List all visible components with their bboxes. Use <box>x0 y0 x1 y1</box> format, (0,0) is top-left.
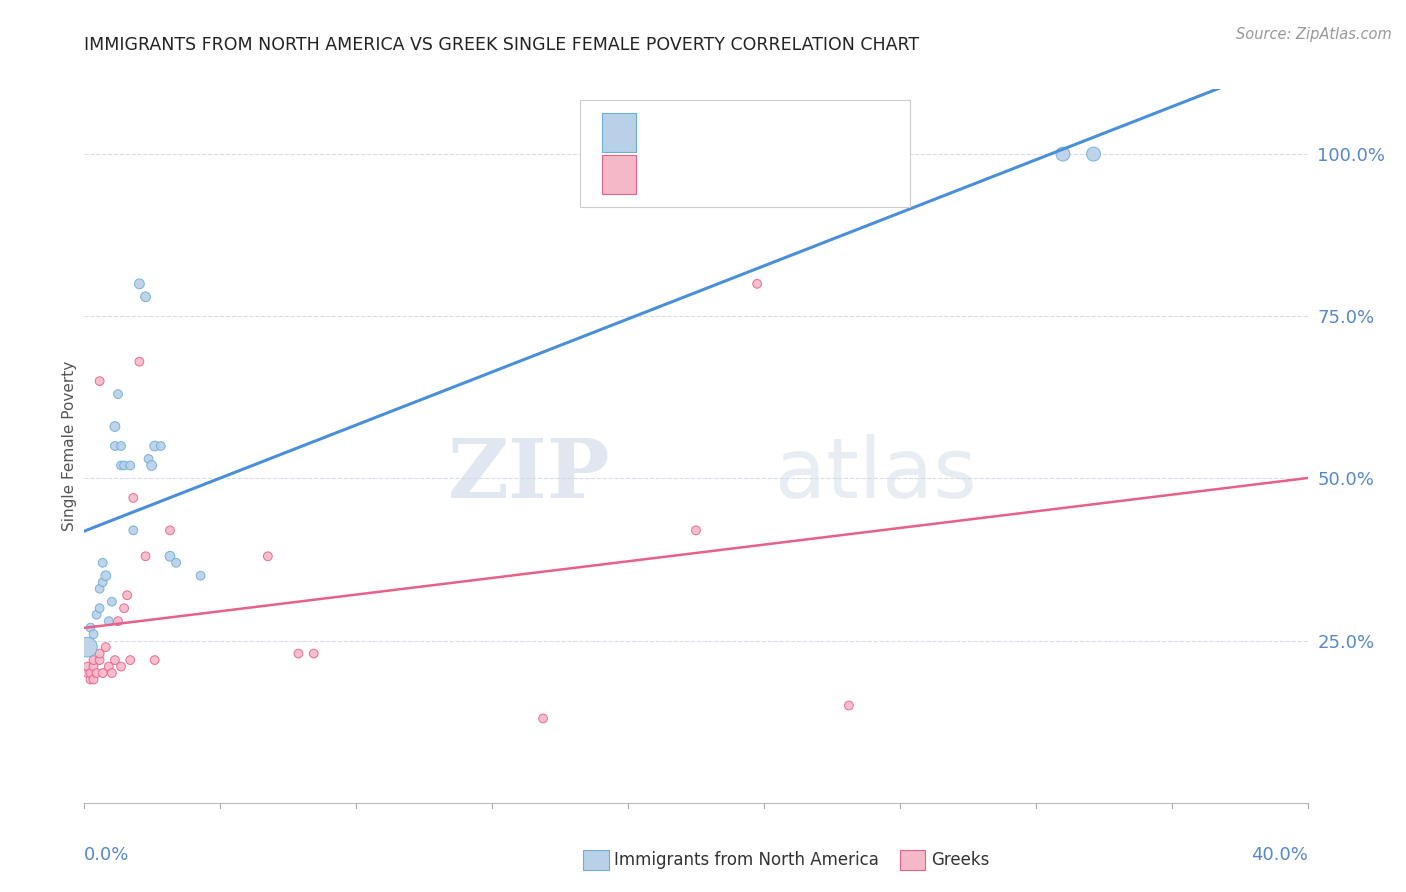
Point <box>112 458 135 473</box>
Text: atlas: atlas <box>776 434 977 515</box>
Point <box>120 458 142 473</box>
Point <box>110 659 132 673</box>
Text: IMMIGRANTS FROM NORTH AMERICA VS GREEK SINGLE FEMALE POVERTY CORRELATION CHART: IMMIGRANTS FROM NORTH AMERICA VS GREEK S… <box>84 36 920 54</box>
Point <box>531 711 554 725</box>
Point <box>101 595 124 609</box>
Point <box>143 653 166 667</box>
Point <box>110 458 132 473</box>
Point <box>107 387 129 401</box>
Text: Source: ZipAtlas.com: Source: ZipAtlas.com <box>1236 27 1392 42</box>
Point <box>83 673 105 687</box>
Point <box>1083 147 1105 161</box>
Point <box>97 614 120 628</box>
Text: Greeks: Greeks <box>931 851 990 869</box>
Point <box>122 524 145 538</box>
Point <box>83 653 105 667</box>
Point <box>97 659 120 673</box>
Point <box>91 666 114 681</box>
Point <box>104 653 127 667</box>
Point <box>94 568 117 582</box>
Point <box>91 556 114 570</box>
Text: ZIP: ZIP <box>447 434 610 515</box>
Point <box>1052 147 1074 161</box>
Point <box>128 277 150 291</box>
Point <box>128 354 150 368</box>
Text: 0.0%: 0.0% <box>84 846 129 863</box>
Point <box>141 458 163 473</box>
Point <box>104 419 127 434</box>
Point <box>107 614 129 628</box>
Point <box>138 452 160 467</box>
FancyBboxPatch shape <box>602 155 636 194</box>
Point <box>110 439 132 453</box>
Point <box>120 653 142 667</box>
Point <box>302 647 325 661</box>
Point <box>76 640 98 654</box>
Point <box>89 601 111 615</box>
Point <box>287 647 309 661</box>
Point <box>101 666 124 681</box>
Point <box>83 627 105 641</box>
Point <box>190 568 212 582</box>
Point <box>79 621 101 635</box>
Point <box>685 524 707 538</box>
Point <box>89 653 111 667</box>
Y-axis label: Single Female Poverty: Single Female Poverty <box>62 361 77 531</box>
Point <box>135 290 157 304</box>
Point <box>91 575 114 590</box>
Point <box>86 666 108 681</box>
FancyBboxPatch shape <box>579 100 910 207</box>
Point <box>149 439 172 453</box>
Text: 40.0%: 40.0% <box>1251 846 1308 863</box>
Point <box>747 277 769 291</box>
Point <box>94 640 117 654</box>
Point <box>76 666 98 681</box>
Point <box>135 549 157 564</box>
Point <box>159 524 181 538</box>
Point <box>83 659 105 673</box>
Text: R = 0.752: R = 0.752 <box>651 123 749 141</box>
FancyBboxPatch shape <box>602 112 636 152</box>
Point <box>159 549 181 564</box>
Point <box>112 601 135 615</box>
Point <box>257 549 280 564</box>
Point <box>79 666 101 681</box>
Point <box>838 698 860 713</box>
Text: N = 33: N = 33 <box>776 166 844 184</box>
Point <box>89 374 111 388</box>
Point <box>115 588 138 602</box>
Text: N = 30: N = 30 <box>776 123 844 141</box>
Point <box>122 491 145 505</box>
Point <box>89 647 111 661</box>
Point <box>76 659 98 673</box>
Point <box>89 582 111 596</box>
Text: R = 0.314: R = 0.314 <box>651 166 749 184</box>
Text: Immigrants from North America: Immigrants from North America <box>614 851 879 869</box>
Point <box>165 556 187 570</box>
Point <box>79 673 101 687</box>
Point <box>104 439 127 453</box>
Point <box>143 439 166 453</box>
Point <box>86 607 108 622</box>
